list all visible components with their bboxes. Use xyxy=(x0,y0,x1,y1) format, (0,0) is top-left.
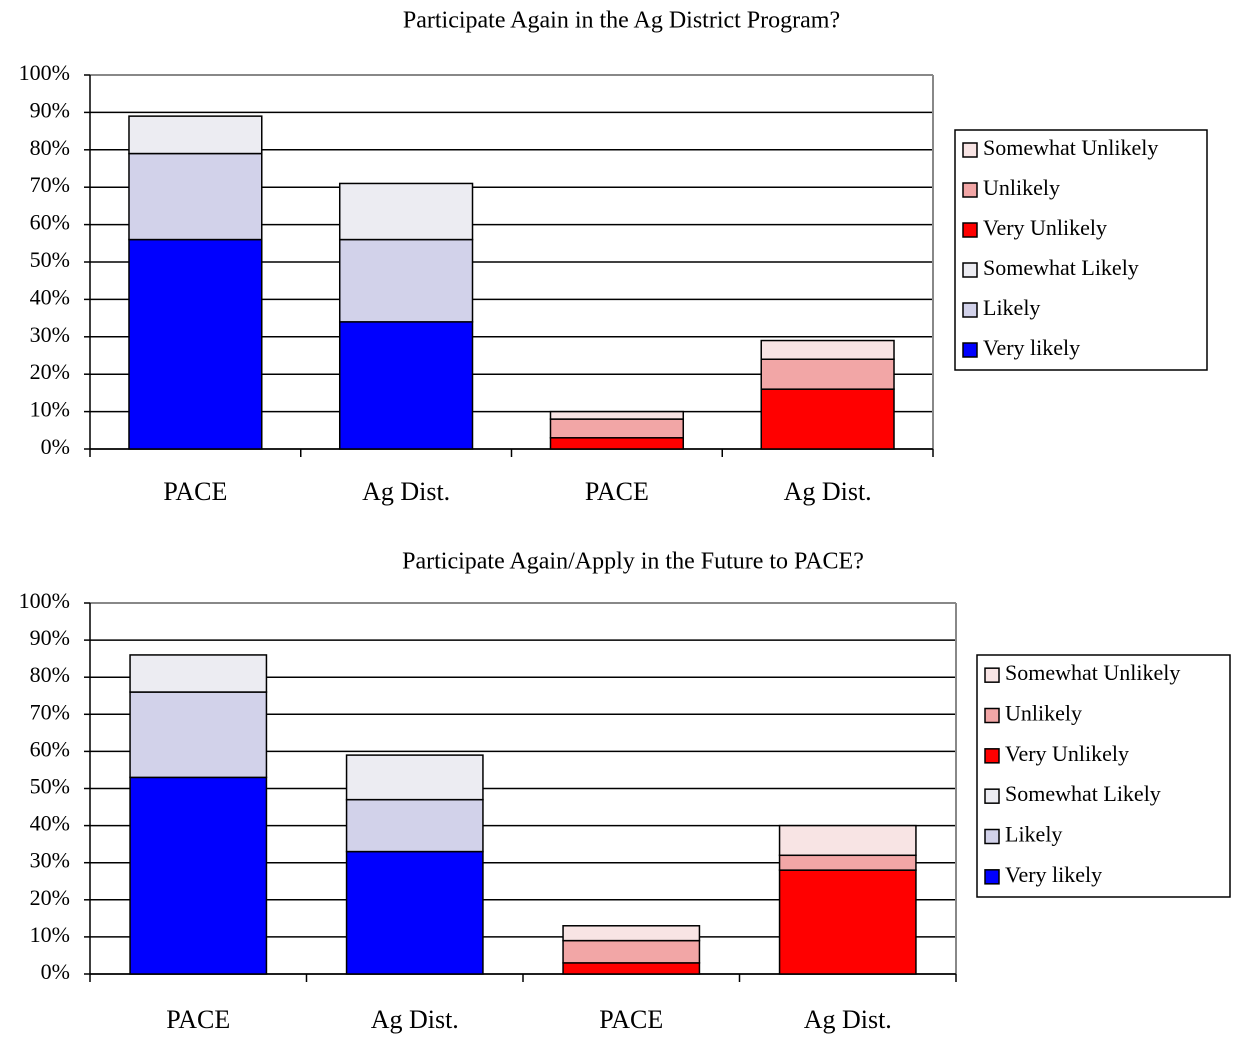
y-tick-label: 10% xyxy=(30,922,70,947)
legend-swatch xyxy=(962,342,978,358)
y-tick-label: 90% xyxy=(30,97,70,122)
legend-swatch xyxy=(962,142,978,158)
legend-swatch xyxy=(984,748,1000,764)
bar-segment xyxy=(129,691,268,779)
bar-segment xyxy=(128,152,263,241)
x-tick-label: PACE xyxy=(166,1005,230,1034)
bar-segment xyxy=(760,339,895,360)
legend-label: Somewhat Likely xyxy=(1005,781,1161,806)
y-tick-label: 100% xyxy=(19,588,70,613)
x-tick-label: Ag Dist. xyxy=(804,1005,892,1034)
y-tick-label: 60% xyxy=(30,210,70,235)
x-tick-label: PACE xyxy=(585,477,649,506)
chart-title: Participate Again in the Ag District Pro… xyxy=(403,8,840,34)
x-tick-label: Ag Dist. xyxy=(784,477,872,506)
legend-label: Likely xyxy=(1005,822,1062,847)
bar-segment xyxy=(549,418,685,439)
bar-segment xyxy=(562,962,701,975)
legend-swatch xyxy=(984,788,1000,804)
legend-swatch xyxy=(962,222,978,238)
bar-segment xyxy=(128,238,263,450)
bar-segment xyxy=(338,182,474,241)
legend-swatch xyxy=(962,182,978,198)
legend-label: Very Unlikely xyxy=(1005,741,1129,766)
legend-label: Unlikely xyxy=(1005,701,1082,726)
legend-label: Very likely xyxy=(983,335,1080,360)
bar-segment xyxy=(345,754,484,801)
legend-label: Likely xyxy=(983,295,1040,320)
y-tick-label: 40% xyxy=(30,284,70,309)
legend-label: Somewhat Likely xyxy=(983,255,1139,280)
y-tick-label: 0% xyxy=(41,959,70,984)
y-tick-label: 80% xyxy=(30,135,70,160)
y-tick-label: 70% xyxy=(30,699,70,724)
legend-label: Very likely xyxy=(1005,862,1102,887)
bar-segment xyxy=(345,798,484,853)
bar-segment xyxy=(549,410,685,420)
x-tick-label: Ag Dist. xyxy=(371,1005,459,1034)
legend-label: Somewhat Unlikely xyxy=(1005,660,1180,685)
legend-swatch xyxy=(962,262,978,278)
legend-label: Somewhat Unlikely xyxy=(983,135,1158,160)
legend-swatch xyxy=(984,667,1000,683)
bar-segment xyxy=(129,776,268,975)
legend-label: Very Unlikely xyxy=(983,215,1107,240)
legend-swatch xyxy=(962,302,978,318)
bar-segment xyxy=(549,437,685,450)
y-tick-label: 50% xyxy=(30,774,70,799)
y-tick-label: 90% xyxy=(30,625,70,650)
bar-segment xyxy=(338,238,474,323)
bar-segment xyxy=(760,358,895,390)
bar-segment xyxy=(345,850,484,975)
bar-segment xyxy=(760,388,895,450)
legend-swatch xyxy=(984,869,1000,885)
bar-segment xyxy=(562,925,701,942)
y-tick-label: 100% xyxy=(19,60,70,85)
y-tick-label: 50% xyxy=(30,247,70,272)
y-tick-label: 30% xyxy=(30,322,70,347)
legend-swatch xyxy=(984,828,1000,845)
bar-segment xyxy=(562,939,701,964)
legend-box xyxy=(976,654,1231,898)
x-tick-label: Ag Dist. xyxy=(362,477,450,506)
chart-title: Participate Again/Apply in the Future to… xyxy=(402,549,864,575)
bar-segment xyxy=(778,854,917,871)
bar-segment xyxy=(128,115,263,155)
x-tick-label: PACE xyxy=(163,477,227,506)
y-tick-label: 70% xyxy=(30,172,70,197)
y-tick-label: 10% xyxy=(30,397,70,422)
y-tick-label: 60% xyxy=(30,736,70,761)
y-tick-label: 20% xyxy=(30,359,70,384)
legend-swatch xyxy=(984,707,1000,724)
legend-label: Unlikely xyxy=(983,175,1060,200)
y-tick-label: 0% xyxy=(41,434,70,459)
bar-segment xyxy=(778,869,917,975)
legend-box xyxy=(954,129,1208,371)
bar-segment xyxy=(338,321,474,450)
bar-segment xyxy=(129,654,268,693)
y-tick-label: 80% xyxy=(30,662,70,687)
x-tick-label: PACE xyxy=(599,1005,663,1034)
y-tick-label: 40% xyxy=(30,811,70,836)
y-tick-label: 20% xyxy=(30,885,70,910)
y-tick-label: 30% xyxy=(30,848,70,873)
bar-segment xyxy=(778,824,917,857)
